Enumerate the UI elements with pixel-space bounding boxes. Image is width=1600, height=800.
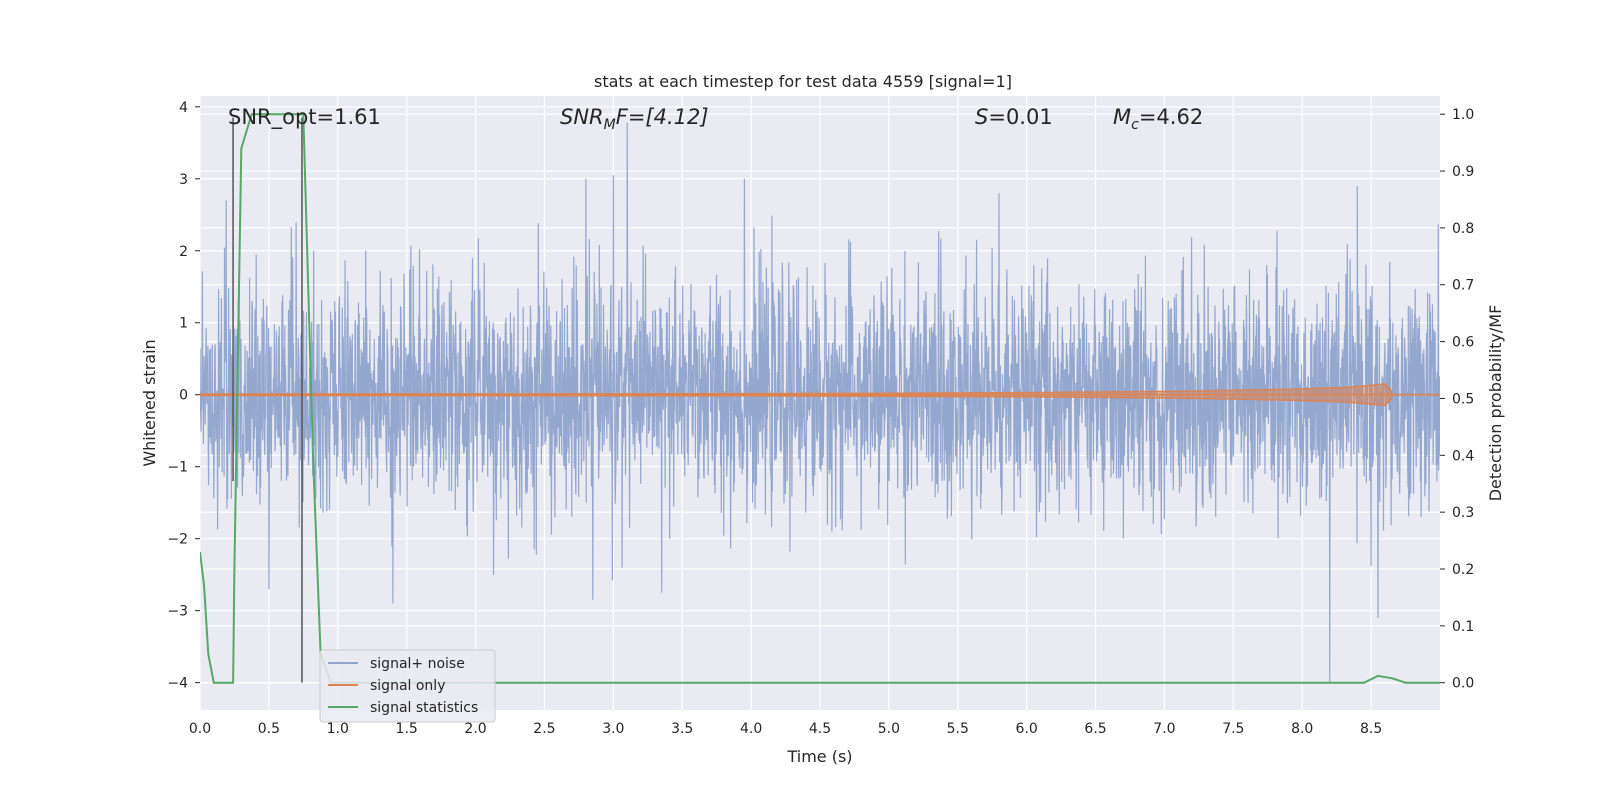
legend-label-signal-noise: signal+ noise — [370, 656, 465, 672]
y-right-tick-label-2: 0.8 — [1452, 221, 1474, 237]
y-axis-right-ticks: 1.0 0.9 0.8 0.7 0.6 0.5 0.4 0.3 0.2 0.1 0.0 — [1440, 107, 1474, 692]
y-right-tick-label-1: 0.9 — [1452, 164, 1474, 180]
x-tick-label-0: 0.0 — [189, 721, 211, 737]
y-axis-left-ticks: 4 3 2 1 0 −1 −2 −3 −4 — [167, 100, 200, 692]
annotation-mc-subscript: c — [1131, 117, 1139, 133]
x-tick-label-5: 2.5 — [533, 721, 555, 737]
y-left-tick-label-2: 2 — [179, 244, 188, 260]
series-signal-statistics — [200, 113, 1440, 684]
y-axis-left-label: Whitened strain — [140, 339, 159, 466]
y-left-tick-label-6: −2 — [167, 532, 188, 548]
annotation-snr-opt: SNR_opt=1.61 — [228, 105, 381, 130]
y-right-tick-label-4: 0.6 — [1452, 335, 1474, 351]
y-right-tick-label-7: 0.3 — [1452, 505, 1474, 521]
y-right-tick-label-3: 0.7 — [1452, 278, 1474, 294]
annotation-mc-symbol: M — [1113, 105, 1131, 129]
annotation-mc-rest: =4.62 — [1139, 105, 1203, 129]
marker-lines — [232, 117, 303, 683]
x-tick-label-15: 7.5 — [1222, 721, 1244, 737]
y-right-tick-label-10: 0.0 — [1452, 676, 1474, 692]
y-right-tick-label-8: 0.2 — [1452, 562, 1474, 578]
x-tick-label-8: 4.0 — [740, 721, 762, 737]
legend-frame — [319, 649, 496, 723]
x-tick-label-17: 8.5 — [1360, 721, 1382, 737]
x-axis-label: Time (s) — [786, 747, 852, 766]
annotation-snr-mf: SNRMF=[4.12] — [560, 105, 709, 133]
legend: signal+ noise signal only signal statist… — [319, 649, 496, 723]
y-left-tick-label-3: 1 — [179, 316, 188, 332]
annotation-s: S=0.01 — [975, 105, 1053, 129]
y-left-tick-label-0: 4 — [179, 100, 188, 116]
x-tick-label-6: 3.0 — [602, 721, 624, 737]
series-signal-statistics-line — [200, 113, 1440, 684]
x-tick-label-12: 6.0 — [1016, 721, 1038, 737]
y-left-tick-label-8: −4 — [167, 676, 188, 692]
y-right-tick-label-5: 0.5 — [1452, 391, 1474, 407]
y-right-tick-label-9: 0.1 — [1452, 619, 1474, 635]
x-tick-label-7: 3.5 — [671, 721, 693, 737]
x-tick-label-3: 1.5 — [396, 721, 418, 737]
x-tick-label-4: 2.0 — [464, 721, 486, 737]
x-tick-label-16: 8.0 — [1291, 721, 1313, 737]
annotation-mc: Mc=4.62 — [1113, 105, 1203, 133]
x-tick-label-2: 1.0 — [327, 721, 349, 737]
y-right-tick-label-6: 0.4 — [1452, 448, 1474, 464]
y-left-tick-label-1: 3 — [179, 172, 188, 188]
chart-title: stats at each timestep for test data 455… — [594, 72, 1012, 91]
x-tick-label-10: 5.0 — [878, 721, 900, 737]
y-left-tick-label-5: −1 — [167, 460, 188, 476]
annotation-snr-mf-rest: F=[4.12] — [616, 105, 709, 129]
x-tick-label-14: 7.0 — [1153, 721, 1175, 737]
annotation-snr-mf-subscript: M — [604, 117, 616, 133]
series-signal-only — [200, 383, 1440, 407]
legend-label-signal-only: signal only — [370, 678, 445, 694]
x-tick-label-1: 0.5 — [258, 721, 280, 737]
x-tick-label-11: 5.5 — [947, 721, 969, 737]
annotation-snr-mf-symbol: SNR — [560, 105, 604, 129]
x-tick-label-13: 6.5 — [1084, 721, 1106, 737]
y-left-tick-label-4: 0 — [179, 388, 188, 404]
annotation-s-rest: =0.01 — [988, 105, 1052, 129]
y-axis-right-label: Detection probability/MF — [1486, 305, 1505, 502]
y-left-tick-label-7: −3 — [167, 604, 188, 620]
y-right-tick-label-0: 1.0 — [1452, 107, 1474, 123]
x-axis-ticks: 0.0 0.5 1.0 1.5 2.0 2.5 3.0 3.5 4.0 4.5 5.0 5.5 6.0 6… — [189, 721, 1382, 737]
x-tick-label-9: 4.5 — [809, 721, 831, 737]
annotation-s-symbol: S — [975, 105, 988, 129]
legend-label-signal-statistics: signal statistics — [370, 700, 478, 716]
